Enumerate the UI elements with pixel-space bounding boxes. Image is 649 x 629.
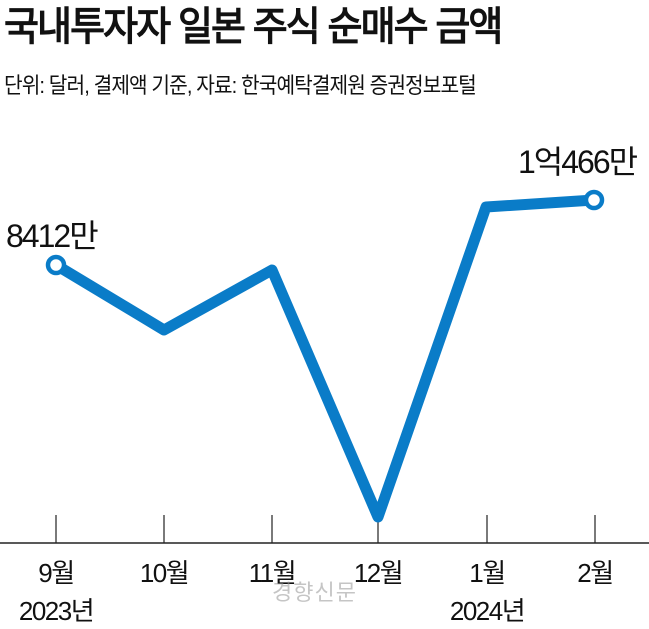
x-label-oct: 10월	[140, 558, 188, 588]
year-label-2023: 2023년	[19, 596, 93, 626]
x-ticks	[55, 515, 596, 543]
series-line	[50, 194, 600, 523]
x-label-jan: 1월	[469, 558, 504, 588]
year-label-2024: 2024년	[450, 596, 524, 626]
chart-title: 국내투자자 일본 주식 순매수 금액	[4, 5, 503, 49]
publisher-watermark: 경향신문	[272, 580, 357, 605]
x-label-feb: 2월	[577, 558, 612, 588]
end-point-marker	[583, 189, 605, 211]
x-label-nov: 11월	[249, 558, 295, 588]
chart-subtitle: 단위: 달러, 결제액 기준, 자료: 한국예탁결제원 증권정보포털	[4, 73, 477, 98]
x-label-sep: 9월	[38, 558, 73, 588]
last-value-label: 1억466만	[518, 144, 638, 180]
start-point-marker	[45, 254, 67, 276]
first-value-label: 8412만	[6, 218, 98, 254]
x-label-dec: 12월	[354, 558, 402, 588]
